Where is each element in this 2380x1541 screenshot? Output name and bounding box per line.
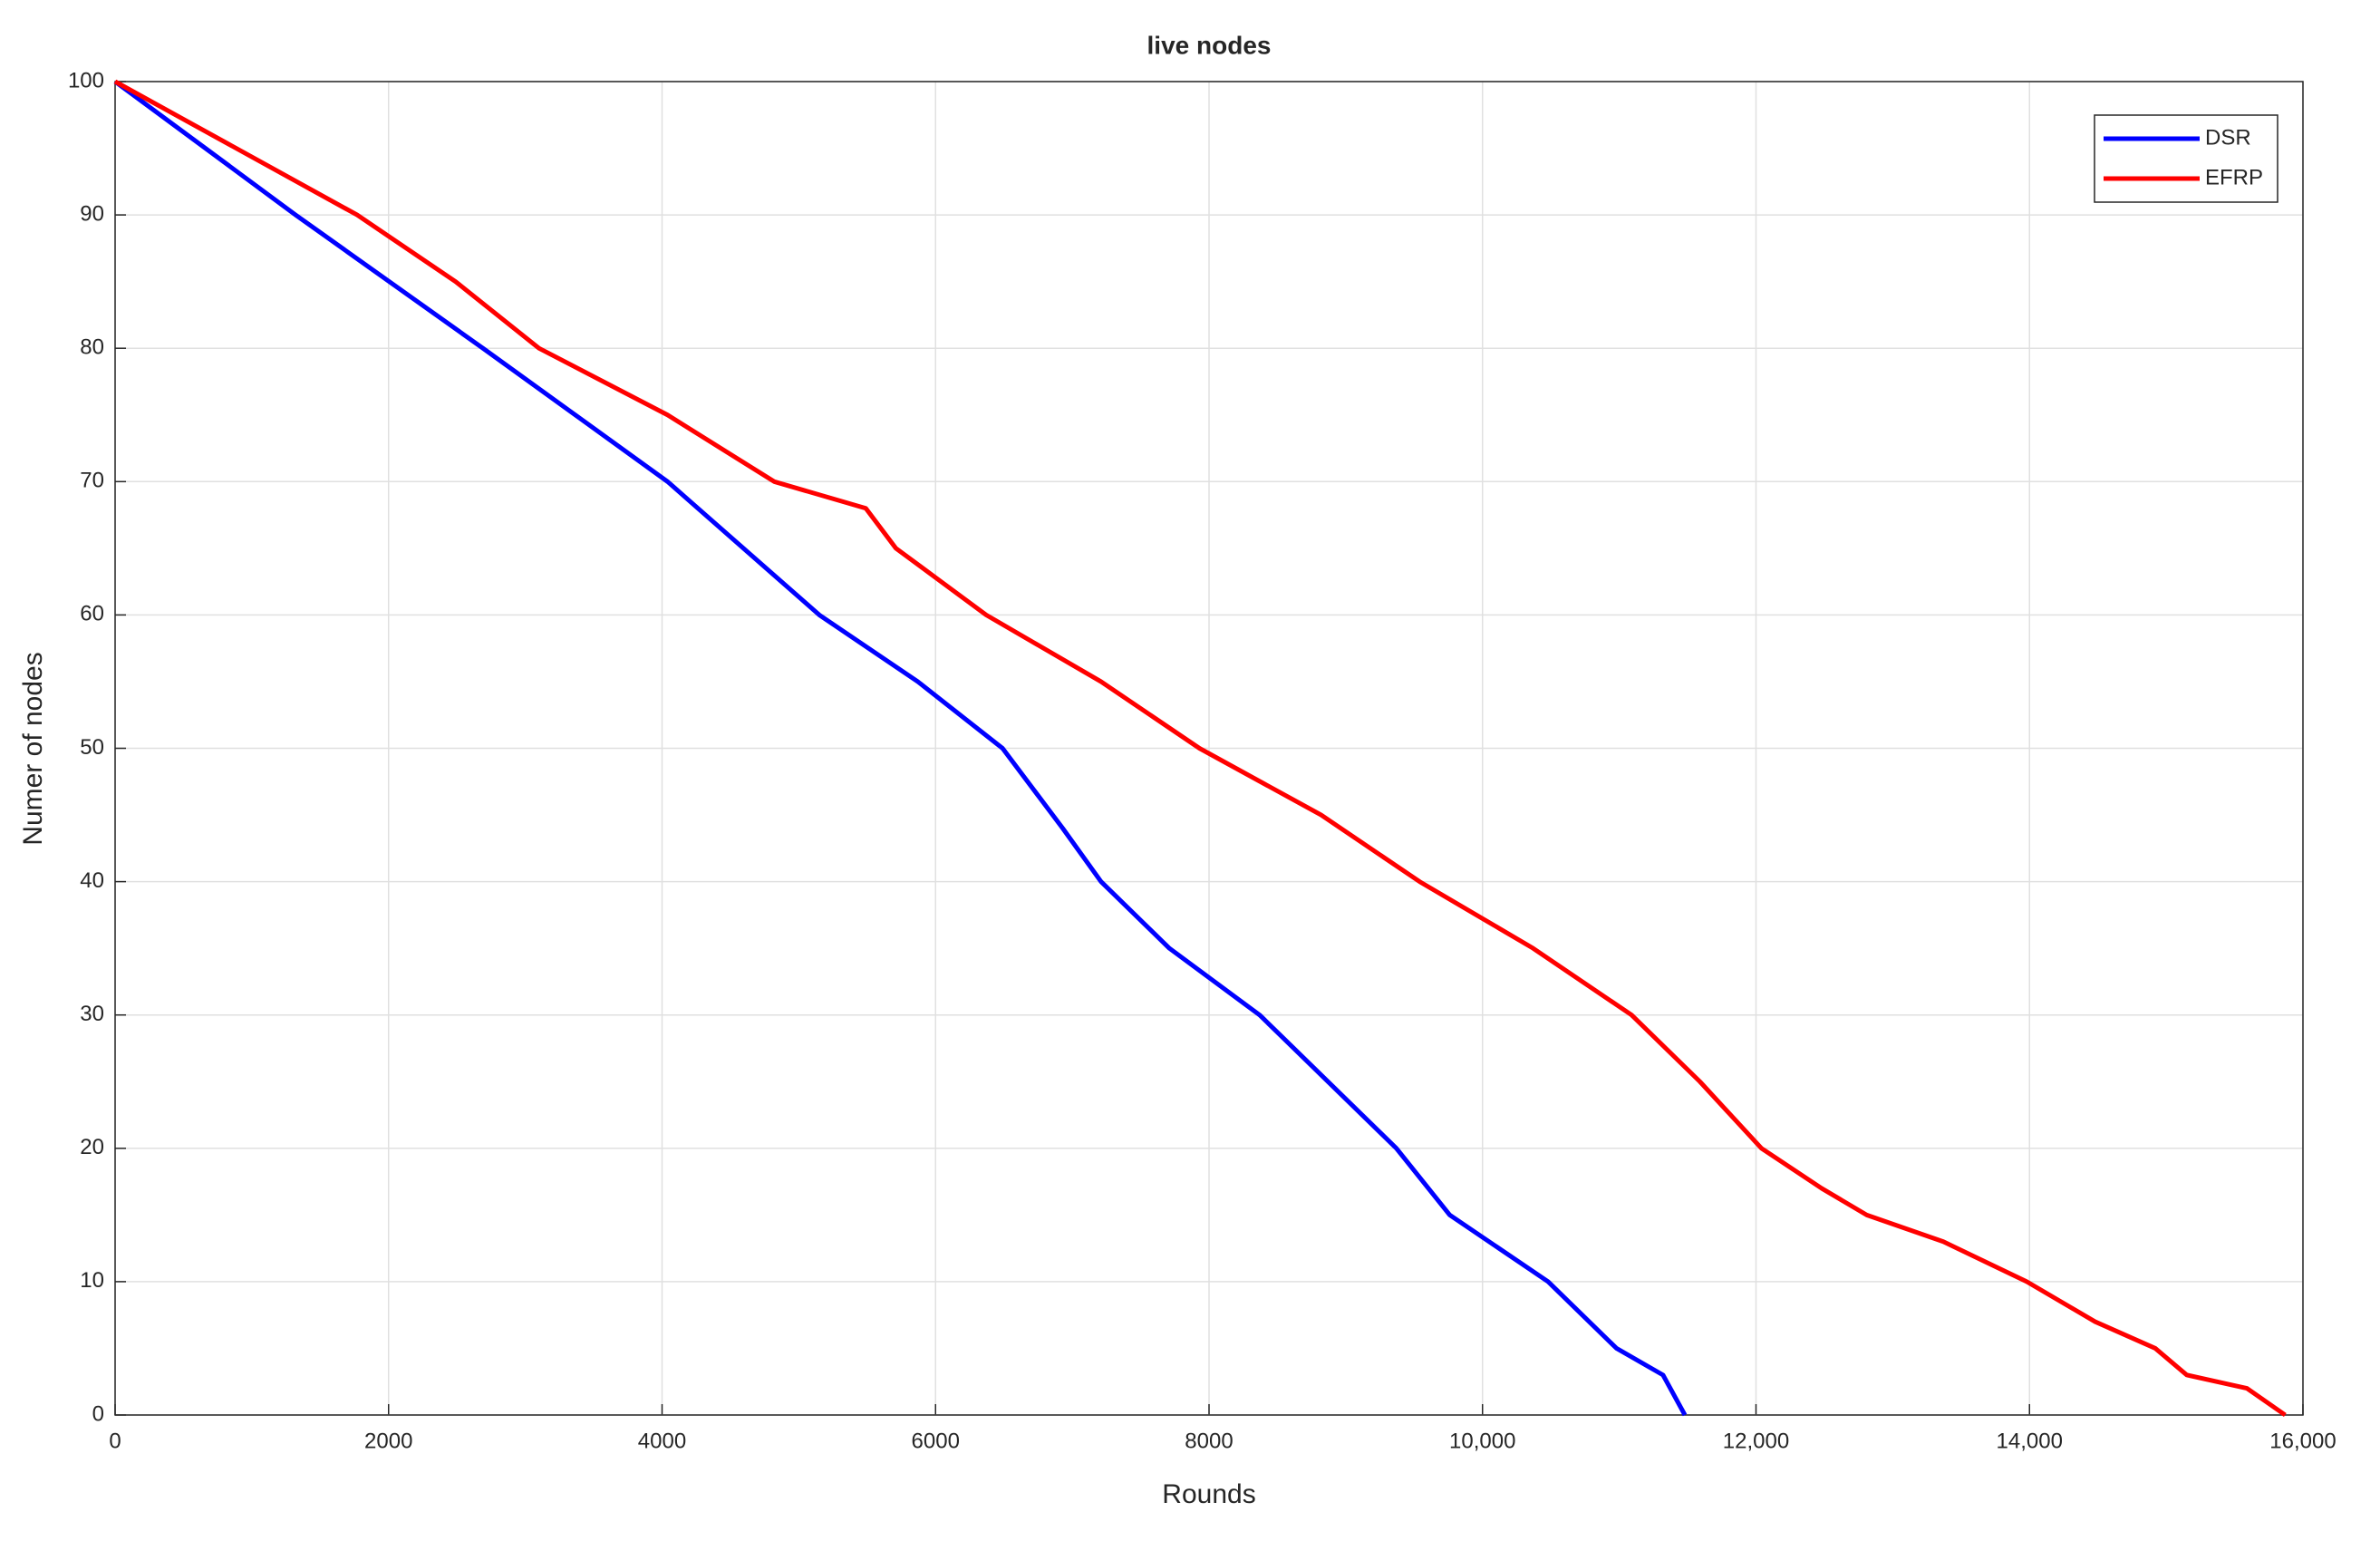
- y-axis-label: Numer of nodes: [18, 652, 48, 845]
- x-tick-label: 6000: [912, 1429, 960, 1453]
- y-tick-label: 70: [80, 469, 104, 493]
- y-tick-label: 50: [80, 735, 104, 760]
- legend-label: EFRP: [2205, 165, 2263, 189]
- x-tick-label: 14,000: [1997, 1429, 2063, 1453]
- x-tick-label: 10,000: [1449, 1429, 1515, 1453]
- x-tick-label: 8000: [1185, 1429, 1233, 1453]
- y-tick-label: 80: [80, 335, 104, 360]
- x-tick-label: 4000: [638, 1429, 686, 1453]
- chart-title: live nodes: [1147, 31, 1272, 59]
- y-tick-label: 100: [68, 68, 104, 92]
- y-tick-label: 40: [80, 868, 104, 893]
- x-tick-label: 2000: [364, 1429, 412, 1453]
- data-line: [113, 79, 1688, 1417]
- x-tick-label: 0: [109, 1429, 121, 1453]
- x-tick-label: 12,000: [1723, 1429, 1789, 1453]
- y-tick-label: 20: [80, 1135, 104, 1159]
- legend-label: DSR: [2205, 125, 2251, 150]
- y-tick-label: 0: [92, 1401, 104, 1426]
- y-tick-label: 90: [80, 201, 104, 226]
- legend-box: [2094, 114, 2278, 203]
- legend: DSR EFRP: [2094, 114, 2278, 203]
- data-line: [113, 79, 2287, 1418]
- y-tick-label: 10: [80, 1268, 104, 1293]
- axes-box: [114, 81, 2304, 1416]
- y-tick-label: 30: [80, 1002, 104, 1026]
- x-tick-label: 16,000: [2269, 1429, 2336, 1453]
- x-axis-label: Rounds: [1162, 1479, 1255, 1509]
- y-tick-label: 60: [80, 602, 104, 626]
